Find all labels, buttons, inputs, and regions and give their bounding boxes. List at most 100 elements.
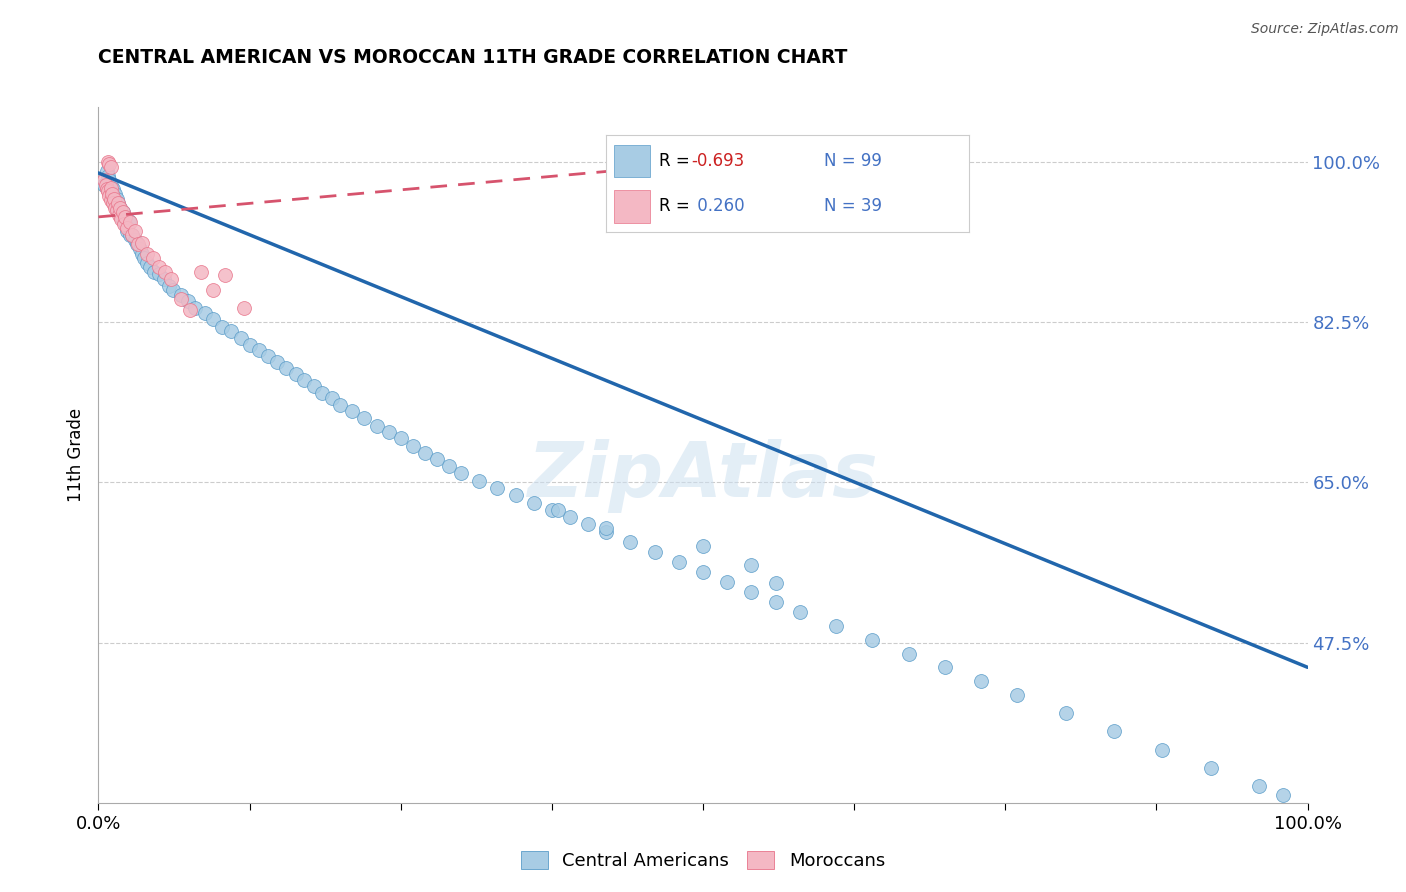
Point: [1199, 761, 1222, 775]
Point: [292, 373, 315, 387]
Point: [211, 319, 233, 334]
Point: [595, 524, 617, 539]
Point: [104, 187, 127, 202]
Point: [179, 303, 201, 318]
Point: [160, 272, 183, 286]
Point: [644, 545, 666, 559]
Point: [311, 385, 333, 400]
Point: [100, 182, 122, 196]
Point: [100, 194, 122, 208]
Point: [284, 368, 307, 382]
Point: [157, 278, 180, 293]
Point: [97, 155, 120, 169]
Point: [105, 201, 128, 215]
Point: [100, 187, 122, 202]
Point: [619, 535, 641, 549]
Point: [100, 178, 122, 192]
Point: [112, 217, 135, 231]
Point: [97, 169, 120, 183]
Point: [111, 205, 134, 219]
Point: [96, 164, 118, 178]
Text: ZipAtlas: ZipAtlas: [527, 439, 879, 513]
Point: [692, 565, 714, 579]
Point: [740, 558, 762, 572]
Point: [96, 182, 118, 196]
Point: [121, 228, 143, 243]
Point: [114, 210, 136, 224]
Point: [860, 632, 883, 647]
Point: [100, 160, 122, 174]
Point: [105, 192, 128, 206]
Point: [523, 495, 546, 509]
Point: [169, 287, 191, 301]
Point: [1272, 789, 1295, 803]
Point: [111, 205, 134, 219]
Point: [1249, 780, 1271, 794]
Point: [202, 283, 225, 297]
Point: [450, 467, 472, 481]
Point: [110, 210, 132, 224]
Point: [825, 619, 848, 633]
Point: [1102, 724, 1125, 739]
Point: [274, 361, 297, 376]
Point: [214, 268, 236, 283]
Point: [142, 251, 165, 265]
Point: [221, 324, 243, 338]
Point: [353, 411, 375, 425]
Point: [426, 452, 449, 467]
Y-axis label: 11th Grade: 11th Grade: [67, 408, 86, 502]
Point: [101, 196, 124, 211]
Point: [97, 184, 120, 198]
Point: [413, 446, 436, 460]
Point: [98, 173, 121, 187]
Point: [329, 398, 352, 412]
Point: [148, 260, 170, 275]
Point: [162, 283, 184, 297]
Point: [202, 312, 225, 326]
Point: [104, 201, 127, 215]
Point: [247, 343, 270, 357]
Point: [1152, 742, 1174, 756]
Point: [1054, 706, 1077, 720]
Point: [541, 503, 564, 517]
Point: [103, 196, 125, 211]
Point: [101, 192, 124, 206]
Point: [342, 404, 364, 418]
Point: [302, 379, 325, 393]
Point: [100, 187, 122, 202]
Point: [143, 265, 166, 279]
Point: [108, 201, 131, 215]
Point: [112, 214, 135, 228]
Point: [765, 576, 787, 591]
Point: [402, 439, 425, 453]
Point: [118, 228, 141, 243]
Point: [692, 540, 714, 554]
Point: [934, 660, 956, 674]
Point: [107, 196, 129, 211]
Point: [505, 488, 527, 502]
Point: [321, 391, 343, 405]
Point: [239, 338, 262, 352]
Point: [101, 182, 124, 196]
Point: [118, 215, 141, 229]
Point: [93, 173, 115, 187]
Point: [576, 517, 599, 532]
Point: [117, 220, 139, 235]
Point: [148, 267, 170, 281]
Point: [1007, 688, 1029, 702]
Point: [190, 265, 212, 279]
Point: [970, 674, 993, 689]
Point: [107, 196, 129, 211]
Point: [124, 233, 146, 247]
Point: [789, 606, 811, 620]
Point: [152, 272, 174, 286]
Point: [486, 481, 509, 495]
Point: [153, 265, 176, 279]
Text: CENTRAL AMERICAN VS MOROCCAN 11TH GRADE CORRELATION CHART: CENTRAL AMERICAN VS MOROCCAN 11TH GRADE …: [98, 48, 848, 68]
Point: [103, 192, 125, 206]
Point: [131, 246, 153, 260]
Point: [558, 510, 581, 524]
Point: [115, 219, 138, 233]
Point: [117, 224, 139, 238]
Point: [547, 503, 569, 517]
